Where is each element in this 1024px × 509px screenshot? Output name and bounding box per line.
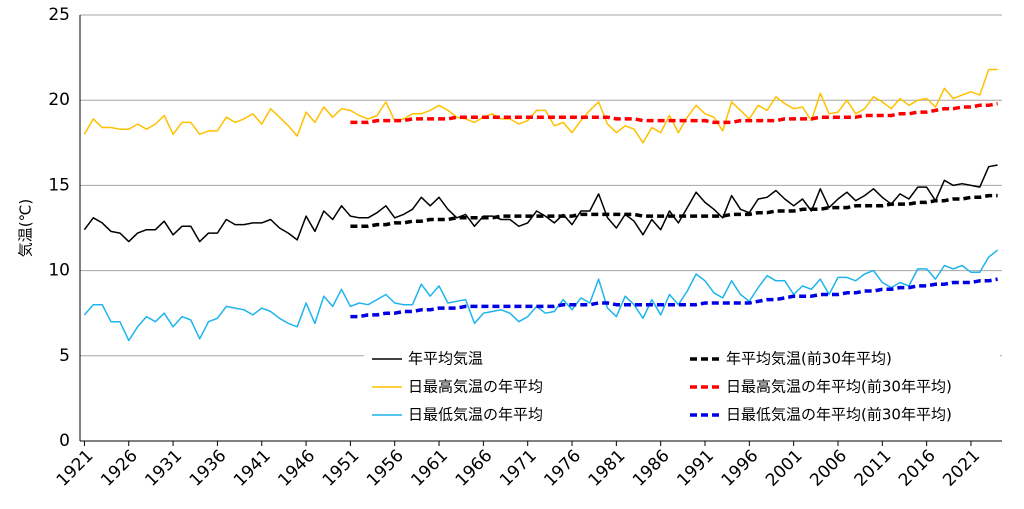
- x-tick-label: 1986: [629, 446, 674, 491]
- x-tick-label: 1996: [718, 446, 763, 491]
- y-tick-label: 10: [48, 261, 70, 281]
- series-line: [83, 249, 999, 342]
- legend-label: 年平均気温: [408, 350, 483, 368]
- x-tick-label: 2021: [939, 446, 984, 491]
- series-line: [83, 164, 998, 243]
- y-tick-label: 25: [48, 5, 70, 25]
- x-tick-label: 2011: [851, 446, 896, 491]
- x-tick-label: 2016: [895, 446, 940, 491]
- x-tick-label: 2006: [806, 446, 851, 491]
- x-tick-label: 1921: [53, 446, 98, 491]
- legend-label: 日最低気温の年平均: [408, 406, 543, 424]
- y-tick-label: 0: [59, 431, 70, 451]
- x-tick-label: 1936: [186, 446, 231, 491]
- x-tick-label: 1951: [319, 446, 364, 491]
- y-tick-label: 5: [59, 346, 70, 366]
- x-tick-label: 2001: [762, 446, 807, 491]
- x-tick-label: 1966: [452, 446, 497, 491]
- x-tick-label: 1991: [673, 446, 718, 491]
- moving-average-line: [350, 101, 998, 125]
- moving-average-line: [350, 193, 998, 229]
- moving-average-line: [350, 277, 998, 319]
- x-tick-label: 1941: [230, 446, 275, 491]
- legend-label: 日最低気温の年平均(前30年平均): [726, 406, 952, 424]
- x-tick-label: 1981: [585, 446, 630, 491]
- x-tick-label: 1931: [141, 446, 186, 491]
- legend-label: 年平均気温(前30年平均): [726, 350, 892, 368]
- legend-box: [364, 343, 1000, 435]
- x-tick-label: 1946: [274, 446, 319, 491]
- legend-label: 日最高気温の年平均: [408, 378, 543, 396]
- x-tick-label: 1956: [363, 446, 408, 491]
- series-line: [83, 68, 998, 144]
- x-tick-label: 1976: [540, 446, 585, 491]
- y-axis-label: 気温(℃): [17, 199, 35, 258]
- y-tick-label: 15: [48, 175, 70, 195]
- x-tick-label: 1961: [407, 446, 452, 491]
- y-tick-label: 20: [48, 90, 70, 110]
- x-tick-label: 1971: [496, 446, 541, 491]
- x-tick-label: 1926: [97, 446, 142, 491]
- legend-label: 日最高気温の年平均(前30年平均): [726, 378, 952, 396]
